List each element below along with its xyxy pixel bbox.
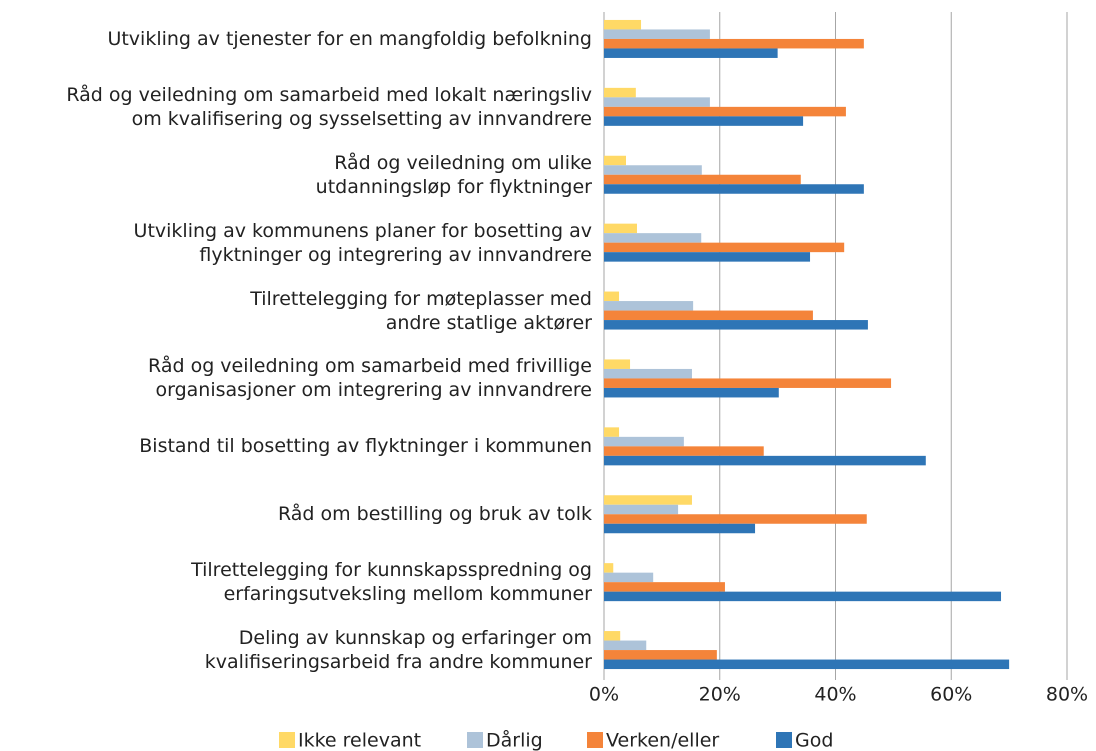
category-label: Råd og veiledning om samarbeid med frivi…	[148, 355, 592, 402]
bar	[604, 378, 892, 388]
bar	[604, 446, 764, 456]
bar	[604, 301, 694, 311]
bar	[604, 48, 778, 58]
bar	[604, 38, 864, 49]
bar	[604, 640, 647, 651]
bar	[604, 504, 679, 515]
bar	[604, 19, 642, 30]
x-tick-label: 40%	[814, 684, 856, 706]
bar	[604, 29, 710, 39]
bar	[604, 572, 654, 583]
category-label: Råd og veiledning om ulike utdanningsløp…	[315, 151, 592, 198]
x-tick-label: 20%	[699, 684, 741, 706]
bar	[604, 310, 813, 321]
bar	[604, 174, 801, 185]
bar	[604, 650, 717, 660]
bar	[604, 233, 702, 243]
bar	[604, 223, 637, 234]
bar	[604, 97, 710, 107]
legend-swatch	[587, 732, 603, 748]
legend-swatch	[467, 732, 483, 748]
legend-swatch	[776, 732, 792, 748]
legend-label: Ikke relevant	[298, 730, 421, 751]
category-label: Utvikling av tjenester for en mangfoldig…	[107, 27, 592, 50]
legend-label: God	[795, 730, 833, 751]
bar	[604, 116, 804, 126]
category-label: Råd og veiledning om samarbeid med lokal…	[66, 83, 592, 130]
bar	[604, 455, 926, 466]
bar	[604, 242, 845, 253]
bar	[604, 523, 756, 534]
bar	[604, 320, 868, 330]
bar	[604, 252, 811, 262]
bar	[604, 591, 1002, 602]
bar	[604, 582, 725, 592]
bar	[604, 184, 864, 194]
bar	[604, 87, 636, 98]
bar	[604, 631, 621, 641]
legend-label: Dårlig	[486, 729, 543, 751]
category-label: Bistand til bosetting av flyktninger i k…	[139, 435, 592, 458]
x-tick-label: 60%	[930, 684, 972, 706]
legend-swatch	[279, 732, 295, 748]
bar	[604, 563, 614, 573]
category-label: Utvikling av kommunens planer for bosett…	[133, 219, 592, 266]
bar	[604, 436, 684, 447]
bar	[604, 514, 867, 524]
category-label: Tilrettelegging for kunnskapsspredning o…	[191, 559, 592, 606]
bar	[604, 359, 631, 369]
bar	[604, 165, 702, 175]
bar	[604, 291, 620, 302]
category-label: Deling av kunnskap og erfaringer om kval…	[204, 627, 592, 674]
bar	[604, 387, 779, 398]
category-label: Råd om bestilling og bruk av tolk	[277, 503, 592, 526]
bar	[604, 368, 692, 379]
x-tick-label: 0%	[589, 684, 619, 706]
bar	[604, 495, 692, 505]
bar	[604, 427, 620, 437]
bar	[604, 659, 1010, 670]
legend-label: Verken/eller	[606, 730, 719, 751]
bar	[604, 106, 846, 117]
bar	[604, 155, 626, 166]
x-tick-label: 80%	[1046, 684, 1088, 706]
category-label: Tilrettelegging for møteplasser med andr…	[250, 287, 592, 334]
